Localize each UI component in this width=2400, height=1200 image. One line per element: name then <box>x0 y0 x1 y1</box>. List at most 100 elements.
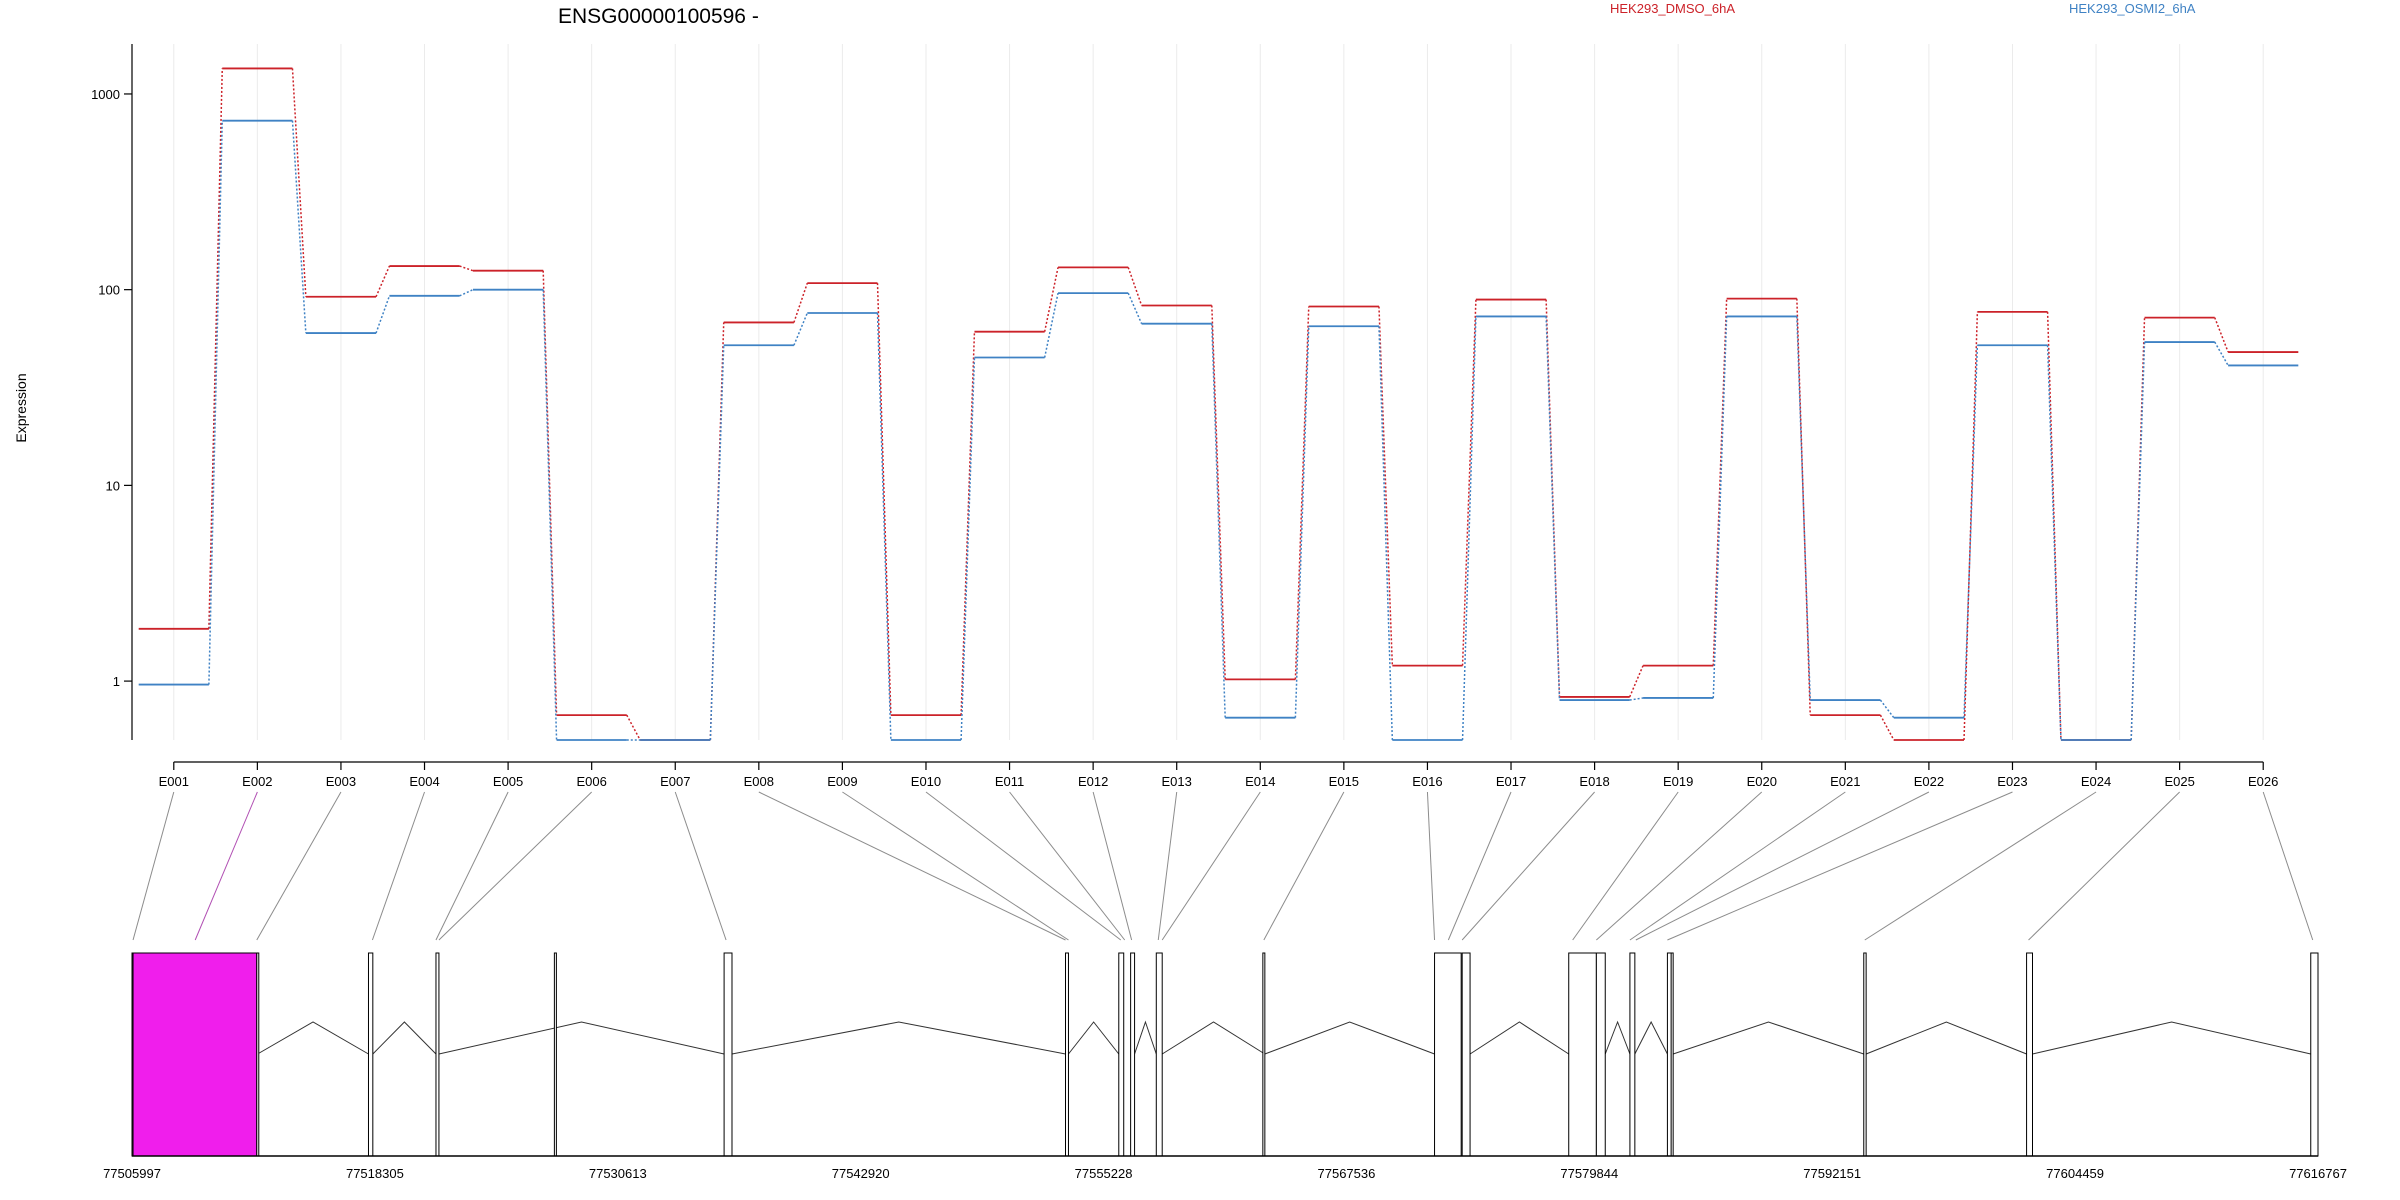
connector-E021-1 <box>1879 699 1895 719</box>
genomic-tick-label-77505997: 77505997 <box>103 1166 161 1181</box>
intron-6 <box>1161 1021 1266 1055</box>
connector-E003-0 <box>375 265 391 298</box>
exon-9 <box>1130 952 1136 1157</box>
x-tick-label-E016: E016 <box>1412 774 1442 789</box>
exon-14 <box>1568 952 1597 1157</box>
x-tick-label-E004: E004 <box>409 774 439 789</box>
connector-E006-0 <box>626 714 641 741</box>
exon-link-E019 <box>1572 791 1679 941</box>
connector-E018-0 <box>1629 665 1644 698</box>
y-tick-label-100: 100 <box>98 283 120 298</box>
grid-lines <box>173 44 2264 740</box>
exon-15 <box>1595 952 1606 1157</box>
series-HEK293_DMSO_6hA <box>138 67 2299 741</box>
intron-10 <box>1634 1020 1668 1055</box>
exon-link-E005 <box>435 791 509 941</box>
exon-link-E023 <box>1667 791 2013 941</box>
exon-16 <box>1629 952 1636 1157</box>
connector-E024-1 <box>2130 342 2146 741</box>
exon-link-E014 <box>1161 791 1261 941</box>
genomic-tick-label-77579844: 77579844 <box>1560 1166 1618 1181</box>
intron-3 <box>731 1021 1066 1055</box>
exon-link-E015 <box>1263 791 1345 941</box>
intron-0 <box>257 1021 369 1055</box>
exon-link-E002 <box>194 791 258 941</box>
series-HEK293_OSMI2_6hA <box>138 119 2299 741</box>
intron-1 <box>372 1021 437 1055</box>
exon-axis: E001 E002 E003 E004 E005 E006 E007 E008 E009 E010… <box>159 761 2278 789</box>
connector-E013-1 <box>1211 323 1226 718</box>
y-axis-label: Expression <box>13 373 29 442</box>
connector-E009-1 <box>876 312 892 741</box>
connector-E003-1 <box>375 295 391 334</box>
x-tick-label-E014: E014 <box>1245 774 1275 789</box>
connector-E021-0 <box>1879 714 1895 741</box>
exon-link-E007 <box>674 791 727 941</box>
exon-link-E011 <box>1009 791 1126 941</box>
exon-13 <box>1461 952 1471 1157</box>
connector-E014-0 <box>1294 306 1310 680</box>
connector-E005-1 <box>542 289 558 741</box>
connector-E022-0 <box>1963 311 1979 741</box>
intron-11 <box>1672 1021 1864 1055</box>
exon-link-E013 <box>1157 791 1178 941</box>
y-tick-label-10: 10 <box>106 478 120 493</box>
x-tick-label-E025: E025 <box>2164 774 2194 789</box>
genomic-tick-label-77555228: 77555228 <box>1075 1166 1133 1181</box>
connector-E004-0 <box>459 265 474 272</box>
exon-8 <box>1118 952 1125 1157</box>
y-tick-label-1000: 1000 <box>91 87 120 102</box>
gene-model <box>131 952 2319 1157</box>
exon-link-E020 <box>1596 791 1763 941</box>
exon-link-E026 <box>2262 791 2314 941</box>
connector-E018-1 <box>1629 697 1644 701</box>
y-tick-label-1: 1 <box>113 674 120 689</box>
connector-E025-1 <box>2214 341 2229 366</box>
connector-E004-1 <box>459 288 474 297</box>
exon-10 <box>1155 952 1163 1157</box>
connector-E001-0 <box>208 68 224 629</box>
connector-E008-1 <box>793 312 808 346</box>
exon-2 <box>256 952 260 1157</box>
x-tick-label-E019: E019 <box>1663 774 1693 789</box>
connector-E014-1 <box>1294 326 1310 718</box>
exon-link-E008 <box>758 791 1066 941</box>
connector-E001-1 <box>208 120 224 685</box>
connector-E008-0 <box>793 282 809 323</box>
exon-3 <box>367 952 374 1157</box>
x-tick-label-E022: E022 <box>1914 774 1944 789</box>
exon-link-E009 <box>842 791 1069 941</box>
connector-E023-1 <box>2046 345 2062 741</box>
exon-5 <box>553 952 557 1157</box>
intron-9 <box>1604 1020 1631 1055</box>
connector-E019-1 <box>1712 316 1728 698</box>
exon-12 <box>1434 952 1462 1157</box>
series-layer <box>138 67 2299 741</box>
connector-E007-1 <box>709 345 725 741</box>
connector-E010-0 <box>960 331 976 716</box>
x-tick-label-E013: E013 <box>1162 774 1192 789</box>
exon-link-E025 <box>2028 791 2180 941</box>
genomic-tick-label-77530613: 77530613 <box>589 1166 647 1181</box>
exon-link-E006 <box>438 791 593 941</box>
x-tick-label-E023: E023 <box>1997 774 2027 789</box>
connector-E010-1 <box>960 357 976 741</box>
legend-series-dmso: HEK293_DMSO_6hA <box>1610 1 1735 16</box>
genomic-tick-label-77542920: 77542920 <box>832 1166 890 1181</box>
exon-4 <box>435 952 440 1157</box>
connector-E016-1 <box>1461 316 1477 741</box>
exon-link-E018 <box>1461 791 1595 941</box>
intron-7 <box>1264 1021 1435 1055</box>
connector-E005-0 <box>542 270 558 716</box>
exon-link-E010 <box>925 791 1122 941</box>
exon-18 <box>1670 952 1674 1157</box>
chart-title: ENSG00000100596 - <box>558 5 759 28</box>
exon-11 <box>1262 952 1266 1157</box>
exon-21 <box>2310 952 2319 1157</box>
exon-6 <box>723 952 733 1157</box>
x-tick-label-E026: E026 <box>2248 774 2278 789</box>
connector-E023-0 <box>2046 311 2062 741</box>
exon-link-E003 <box>256 791 342 941</box>
connector-E015-0 <box>1378 306 1394 666</box>
